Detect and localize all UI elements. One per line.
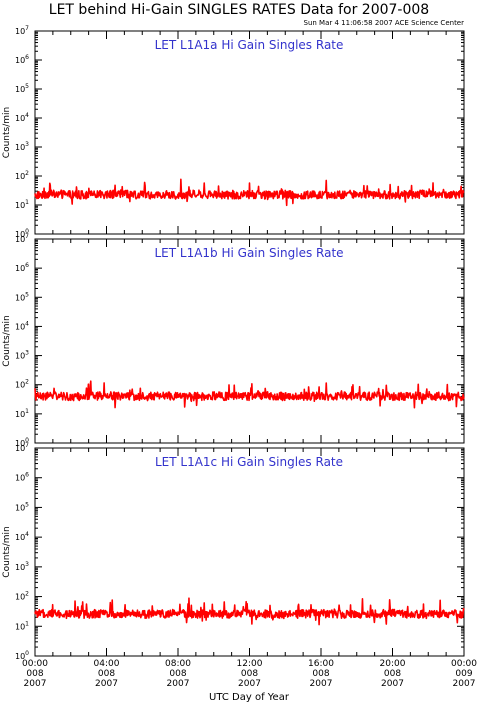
x-axis-label: UTC Day of Year	[209, 692, 290, 703]
x-tick-label-year: 2007	[310, 679, 333, 689]
x-tick-label-time: 04:00	[94, 659, 120, 669]
x-tick-label-doy: 008	[312, 669, 329, 679]
x-tick-label-year: 2007	[238, 679, 261, 689]
y-tick-label: 101	[15, 199, 29, 210]
x-tick-label-doy: 008	[98, 669, 115, 679]
y-tick-label: 104	[15, 320, 29, 331]
x-tick-label-time: 08:00	[165, 659, 191, 669]
y-tick-label: 101	[15, 620, 29, 631]
panel-title: LET L1A1a Hi Gain Singles Rate	[155, 38, 344, 52]
y-tick-label: 105	[15, 501, 29, 512]
y-tick-label: 105	[15, 83, 29, 94]
panel-1: 100 101 102 103 104 105 106 107 Counts/min LET L1…	[2, 25, 465, 239]
plot-frame	[34, 30, 465, 235]
x-tick-label-doy: 008	[241, 669, 258, 679]
x-tick-label-year: 2007	[95, 679, 118, 689]
y-tick-label: 107	[15, 233, 29, 244]
x-tick-label-doy: 008	[169, 669, 186, 679]
y-tick-label: 106	[15, 262, 29, 273]
panel-3: 100 101 102 103 104 105 106 107 Counts/min LET L1…	[2, 442, 465, 661]
y-tick-label: 103	[15, 141, 29, 152]
y-tick-label: 106	[15, 54, 29, 65]
x-tick-label-year: 2007	[453, 679, 476, 689]
panel-title: LET L1A1b Hi Gain Singles Rate	[154, 246, 343, 260]
rate-trace	[34, 597, 465, 626]
x-tick-label-time: 00:00	[22, 659, 48, 669]
y-tick-label: 102	[15, 591, 29, 602]
y-tick-label: 107	[15, 25, 29, 36]
x-tick-label-year: 2007	[167, 679, 190, 689]
x-tick-label-year: 2007	[381, 679, 404, 689]
x-tick-label-time: 12:00	[237, 659, 263, 669]
x-tick-label-doy: 008	[26, 669, 43, 679]
timestamp: Sun Mar 4 11:06:58 2007 ACE Science Cent…	[303, 19, 464, 27]
x-tick-label-time: 20:00	[380, 659, 406, 669]
panel-2: 100 101 102 103 104 105 106 107 Counts/min LET L1…	[2, 233, 465, 448]
y-tick-label: 100	[15, 650, 29, 661]
y-tick-label: 107	[15, 442, 29, 453]
x-tick-label-year: 2007	[24, 679, 47, 689]
y-tick-label: 106	[15, 472, 29, 483]
y-tick-label: 104	[15, 112, 29, 123]
plot-frame	[34, 447, 465, 657]
y-axis-label: Counts/min	[2, 315, 12, 366]
y-tick-label: 101	[15, 408, 29, 419]
y-tick-label: 102	[15, 379, 29, 390]
y-tick-label: 103	[15, 561, 29, 572]
y-axis-label: Counts/min	[2, 526, 12, 577]
y-tick-label: 104	[15, 531, 29, 542]
y-tick-label: 102	[15, 170, 29, 181]
x-tick-label-doy: 009	[455, 669, 472, 679]
x-tick-label-time: 16:00	[308, 659, 334, 669]
rate-trace	[34, 178, 465, 207]
y-tick-label: 105	[15, 291, 29, 302]
y-axis-label: Counts/min	[2, 107, 12, 158]
x-tick-label-doy: 008	[384, 669, 401, 679]
y-tick-label: 100	[15, 437, 29, 448]
chart-title: LET behind Hi-Gain SINGLES RATES Data fo…	[48, 2, 430, 18]
x-tick-label-time: 00:00	[451, 659, 477, 669]
panel-title: LET L1A1c Hi Gain Singles Rate	[155, 455, 343, 469]
y-tick-label: 103	[15, 350, 29, 361]
plot-frame	[34, 238, 465, 444]
rate-trace	[34, 380, 465, 409]
y-tick-label: 100	[15, 228, 29, 239]
